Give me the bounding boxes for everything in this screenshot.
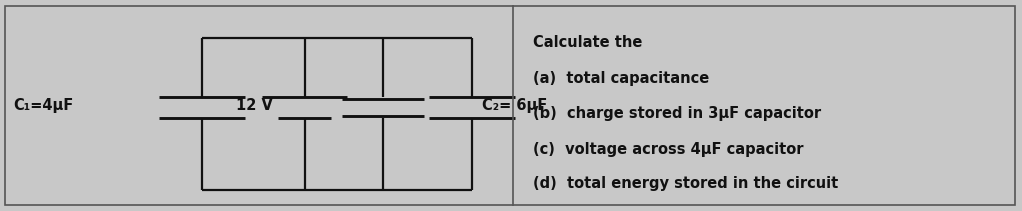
Text: C₂= 6μF: C₂= 6μF xyxy=(482,98,548,113)
Text: Calculate the: Calculate the xyxy=(533,35,643,50)
Text: (d)  total energy stored in the circuit: (d) total energy stored in the circuit xyxy=(533,176,839,191)
Text: 12 V: 12 V xyxy=(236,98,273,113)
Text: (b)  charge stored in 3μF capacitor: (b) charge stored in 3μF capacitor xyxy=(533,106,822,122)
Text: (c)  voltage across 4μF capacitor: (c) voltage across 4μF capacitor xyxy=(533,142,804,157)
Text: (a)  total capacitance: (a) total capacitance xyxy=(533,70,709,86)
Text: C₁=4μF: C₁=4μF xyxy=(13,98,74,113)
